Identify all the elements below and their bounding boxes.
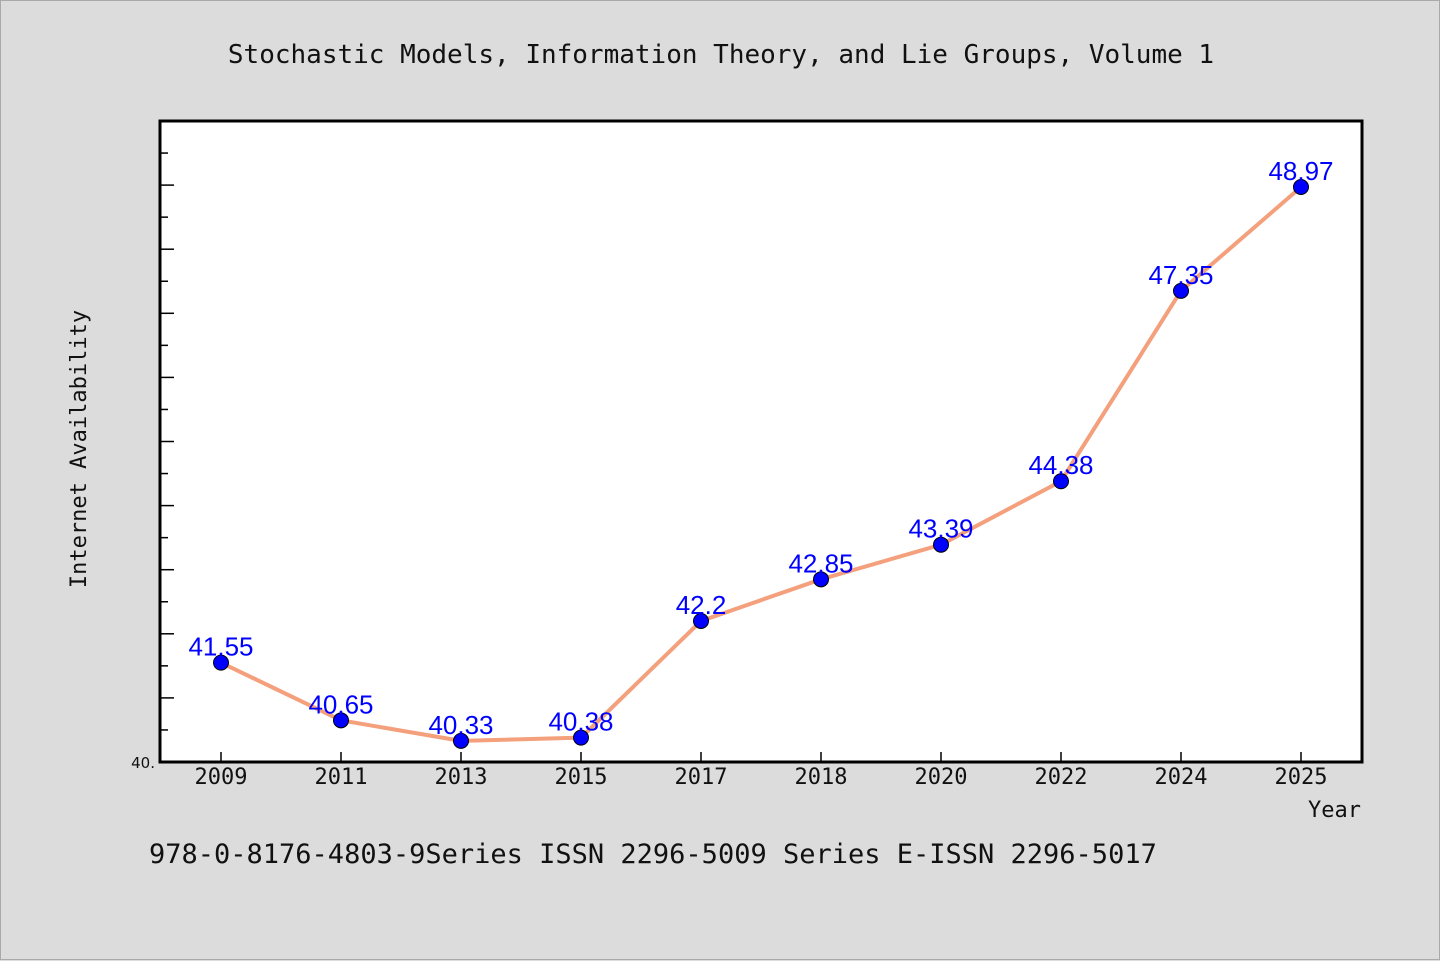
data-point-marker	[933, 536, 949, 553]
y-axis-min-label: 40.	[131, 754, 155, 772]
x-tick-label: 2017	[675, 765, 728, 790]
x-tick-label: 2013	[435, 765, 488, 790]
data-point-marker	[333, 712, 349, 729]
data-point-marker	[213, 654, 229, 671]
data-point-label: 41.55	[188, 632, 253, 662]
data-point-marker	[1173, 282, 1189, 299]
series-line	[219, 185, 1303, 743]
x-axis-tick-labels: 2009 2011 2013 2015 2017 2018 2020 2022 2024 2025	[195, 765, 1328, 790]
x-tick-label: 2009	[195, 765, 248, 790]
x-tick-label: 2025	[1275, 765, 1328, 790]
data-point-label: 44.38	[1028, 450, 1093, 480]
x-tick-label: 2015	[555, 765, 608, 790]
data-point-label: 40.38	[548, 707, 613, 737]
y-axis-label: Internet Availability	[67, 310, 92, 588]
x-tick-label: 2018	[795, 765, 848, 790]
chart-title: Stochastic Models, Information Theory, a…	[228, 40, 1214, 70]
data-point-label: 42.85	[788, 548, 853, 578]
data-point-marker	[1053, 473, 1069, 490]
data-point-label: 47.35	[1148, 260, 1213, 290]
x-tick-label: 2011	[315, 765, 368, 790]
data-point-marker	[1293, 179, 1309, 196]
footer-note: 978-0-8176-4803-9Series ISSN 2296-5009 S…	[149, 839, 1157, 870]
data-point-label: 48.97	[1268, 156, 1333, 186]
data-point-label: 43.39	[908, 514, 973, 544]
data-point-marker	[573, 729, 589, 746]
x-axis-ticks	[220, 752, 1302, 762]
data-point-label: 40.33	[428, 710, 493, 740]
x-tick-label: 2020	[915, 765, 968, 790]
series-data-labels: 41.55 40.65 40.33 40.38 42.2 42.85 43.39 44.38 4…	[188, 156, 1333, 740]
series-markers	[213, 179, 1309, 749]
data-point-label: 40.65	[308, 689, 373, 719]
x-tick-label: 2022	[1035, 765, 1088, 790]
plot-area	[158, 119, 1364, 764]
data-point-marker	[693, 612, 709, 629]
x-tick-label: 2024	[1155, 765, 1208, 790]
data-point-marker	[813, 571, 829, 588]
y-axis-ticks	[160, 152, 174, 731]
x-axis-label: Year	[1308, 798, 1361, 823]
data-point-marker	[453, 732, 469, 749]
data-point-label: 42.2	[676, 590, 727, 620]
